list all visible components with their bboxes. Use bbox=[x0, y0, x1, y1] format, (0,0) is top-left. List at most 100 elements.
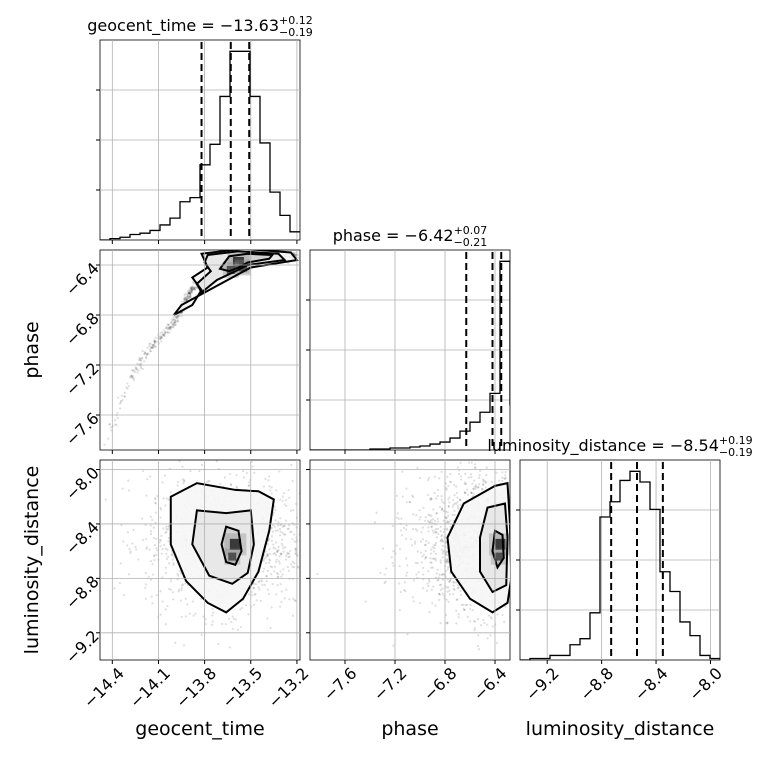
sample-point bbox=[165, 325, 168, 328]
sample-point bbox=[282, 547, 285, 550]
sample-point bbox=[129, 550, 132, 553]
sample-point bbox=[481, 478, 485, 481]
sample-point bbox=[163, 543, 166, 547]
sample-point bbox=[293, 566, 296, 569]
sample-point bbox=[449, 578, 452, 581]
sample-point bbox=[301, 529, 303, 531]
sample-point bbox=[398, 608, 401, 612]
sample-point bbox=[145, 583, 148, 586]
sample-point bbox=[141, 349, 144, 353]
sample-point bbox=[294, 253, 297, 256]
sample-point bbox=[430, 561, 433, 564]
sample-point bbox=[439, 559, 442, 562]
sample-point bbox=[189, 292, 192, 295]
sample-point bbox=[232, 617, 236, 620]
sample-point bbox=[178, 588, 181, 591]
title-lower-error: −0.21 bbox=[454, 236, 488, 249]
sample-point bbox=[299, 556, 300, 558]
sample-point bbox=[422, 573, 425, 576]
sample-point bbox=[208, 480, 211, 483]
sample-point bbox=[154, 502, 158, 505]
sample-point bbox=[474, 466, 477, 469]
sample-point bbox=[247, 593, 250, 596]
sample-point bbox=[437, 578, 440, 582]
sample-point bbox=[291, 560, 294, 563]
sample-point bbox=[436, 488, 440, 492]
sample-point bbox=[274, 529, 277, 532]
sample-point bbox=[426, 519, 429, 523]
sample-point bbox=[373, 521, 376, 524]
sample-point bbox=[286, 552, 289, 555]
sample-point bbox=[269, 565, 272, 568]
sample-point bbox=[189, 292, 192, 296]
sample-point bbox=[307, 564, 309, 566]
sample-point bbox=[174, 641, 177, 644]
sample-point bbox=[425, 555, 428, 559]
sample-point bbox=[298, 539, 300, 543]
sample-point bbox=[190, 288, 193, 291]
sample-point bbox=[479, 469, 482, 472]
sample-point bbox=[164, 571, 168, 575]
sample-point bbox=[275, 558, 278, 561]
sample-point bbox=[266, 554, 270, 557]
sample-point bbox=[150, 345, 154, 349]
sample-point bbox=[433, 547, 436, 550]
sample-point bbox=[281, 573, 284, 576]
sample-point bbox=[159, 332, 162, 335]
sample-point bbox=[453, 502, 456, 505]
sample-point bbox=[446, 590, 449, 593]
sample-point bbox=[173, 319, 176, 322]
sample-point bbox=[184, 615, 187, 618]
sample-point bbox=[103, 443, 106, 446]
sample-point bbox=[179, 599, 183, 602]
sample-point bbox=[205, 458, 207, 460]
sample-point bbox=[424, 557, 427, 560]
sample-point bbox=[282, 550, 285, 553]
sample-point bbox=[182, 297, 186, 300]
sample-point bbox=[286, 565, 289, 568]
sample-point bbox=[392, 564, 395, 567]
sample-point bbox=[154, 345, 157, 348]
sample-point bbox=[427, 513, 430, 516]
sample-point bbox=[183, 480, 186, 483]
sample-point bbox=[199, 597, 203, 600]
sample-point bbox=[455, 502, 458, 505]
sample-point bbox=[279, 530, 282, 533]
sample-point bbox=[179, 572, 182, 575]
sample-point bbox=[501, 471, 504, 474]
sample-point bbox=[164, 531, 167, 534]
sample-point bbox=[405, 557, 408, 560]
sample-point bbox=[163, 333, 166, 336]
sample-point bbox=[280, 553, 283, 556]
sample-point bbox=[467, 461, 471, 464]
sample-point bbox=[119, 401, 123, 404]
sample-point bbox=[448, 580, 451, 584]
sample-point bbox=[172, 323, 175, 327]
sample-point bbox=[395, 516, 399, 519]
sample-point bbox=[282, 533, 286, 536]
sample-point bbox=[130, 375, 133, 378]
sample-point bbox=[163, 474, 167, 477]
title-upper-error: +0.12 bbox=[279, 14, 313, 27]
sample-point bbox=[176, 314, 179, 318]
sample-point bbox=[189, 469, 192, 473]
sample-point bbox=[276, 575, 279, 578]
sample-point bbox=[284, 558, 288, 561]
sample-point bbox=[183, 296, 186, 299]
sample-point bbox=[160, 508, 163, 511]
sample-point bbox=[442, 519, 445, 522]
sample-point bbox=[132, 377, 135, 380]
sample-point bbox=[462, 603, 465, 606]
sample-point bbox=[422, 566, 425, 570]
sample-point bbox=[304, 553, 306, 555]
sample-point bbox=[160, 335, 163, 338]
sample-point bbox=[135, 548, 138, 551]
sample-point bbox=[411, 596, 415, 599]
sample-point bbox=[304, 554, 306, 556]
sample-point bbox=[383, 573, 386, 576]
sample-point bbox=[142, 470, 145, 473]
sample-point bbox=[152, 346, 155, 349]
sample-point bbox=[158, 335, 161, 338]
sample-point bbox=[405, 537, 408, 540]
sample-point bbox=[383, 581, 386, 585]
